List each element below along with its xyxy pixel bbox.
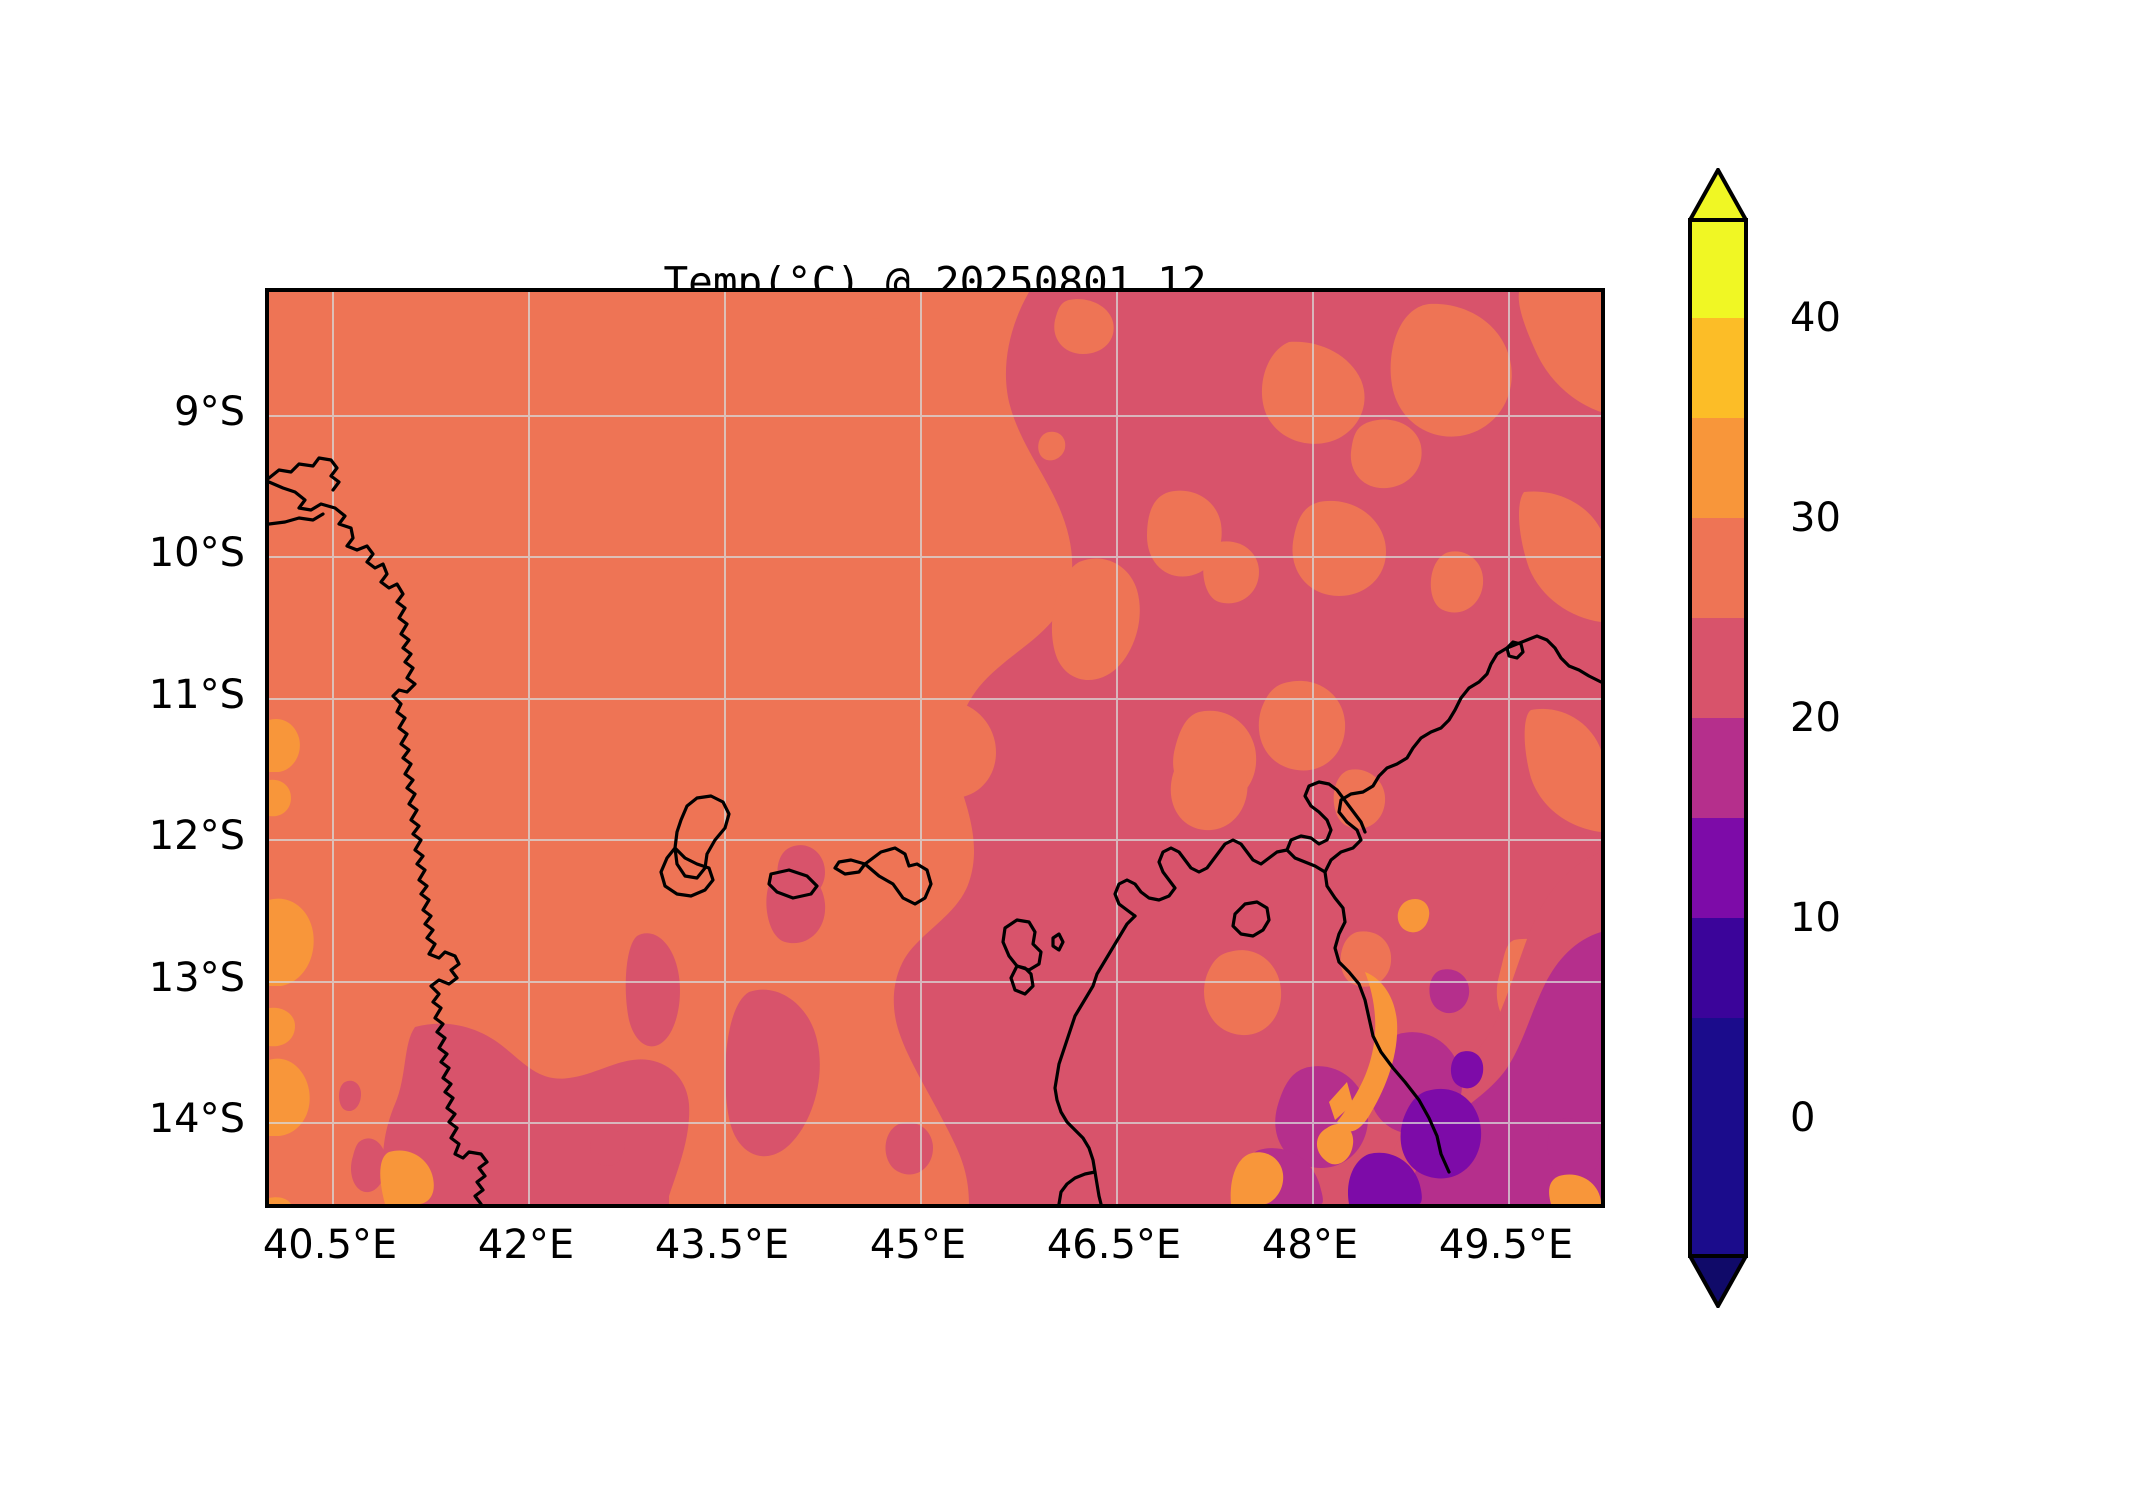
colorbar[interactable] <box>1688 168 1748 1308</box>
ytick-label: 11°S <box>148 672 245 718</box>
ytick-label: 12°S <box>148 813 245 859</box>
coastlines <box>269 456 1601 1204</box>
xtick-label: 46.5°E <box>1046 1222 1182 1268</box>
xtick-label: 40.5°E <box>262 1222 398 1268</box>
colorbar-gradient <box>1688 168 1748 1308</box>
gridlines <box>269 292 1601 1204</box>
xtick-label: 42°E <box>477 1222 575 1268</box>
xtick-label: 49.5°E <box>1438 1222 1574 1268</box>
ytick-label: 14°S <box>148 1096 245 1142</box>
colorbar-tick-label: 20 <box>1790 695 1841 741</box>
ytick-label: 9°S <box>174 389 245 435</box>
colorbar-over-arrow <box>1688 168 1748 222</box>
xtick-label: 45°E <box>869 1222 967 1268</box>
colorbar-tick-label: 0 <box>1790 1095 1816 1141</box>
xtick-label: 43.5°E <box>654 1222 790 1268</box>
colorbar-tick-label: 40 <box>1790 295 1841 341</box>
ytick-label: 13°S <box>148 955 245 1001</box>
colorbar-tick-label: 30 <box>1790 495 1841 541</box>
colorbar-tick-label: 10 <box>1790 895 1841 941</box>
temperature-contour-field <box>269 292 1601 1204</box>
xtick-label: 48°E <box>1261 1222 1359 1268</box>
colorbar-under-arrow <box>1688 1254 1748 1308</box>
map-axes[interactable] <box>265 288 1605 1208</box>
ytick-label: 10°S <box>148 530 245 576</box>
